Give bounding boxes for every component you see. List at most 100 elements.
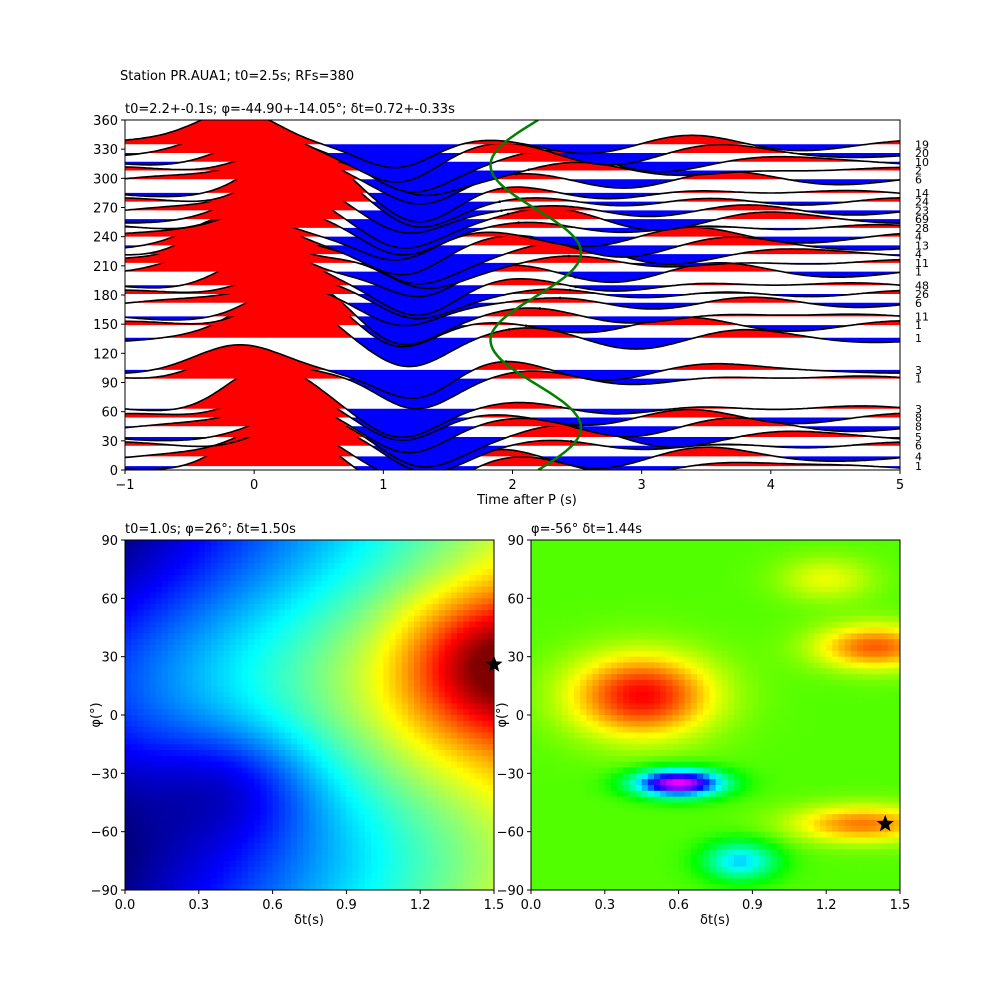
heatmap-y-tick-label: −30 <box>497 767 524 782</box>
rf-trace-marker <box>506 212 510 216</box>
bin-count-label: 4 <box>915 248 922 261</box>
rf-y-tick-label: 0 <box>110 464 118 479</box>
rf-trace-marker <box>538 307 542 310</box>
heatmap-x-tick-label: 1.2 <box>410 898 431 913</box>
rf-trace-marker <box>568 288 572 292</box>
rf-trace-positive-fill <box>125 217 900 237</box>
heatmap-right-image <box>531 540 900 890</box>
rf-trace-negative-fill <box>125 236 900 261</box>
bin-count-label: 6 <box>915 440 922 453</box>
rf-panel-title: t0=2.2+-0.1s; φ=-44.90+-14.05°; δt=0.72+… <box>125 102 455 117</box>
heatmap-left-image <box>125 540 494 890</box>
bin-count-label: 19 <box>915 138 929 151</box>
heatmap-right-title: φ=-56° δt=1.44s <box>531 522 642 537</box>
rf-trace-positive-fill <box>125 354 900 379</box>
heatmap-x-tick-label: 0.3 <box>594 898 615 913</box>
rf-trace-marker <box>569 440 573 443</box>
rf-trace-marker <box>565 150 569 154</box>
heatmap-left-y-label: φ(°) <box>89 702 104 727</box>
bin-count-label: 6 <box>915 173 922 186</box>
heatmap-x-tick-label: 0.0 <box>521 898 542 913</box>
rf-trace-negative-fill <box>125 179 900 205</box>
rf-y-tick-label: 360 <box>93 114 118 129</box>
bin-count-label: 1 <box>915 332 922 345</box>
heatmap-y-tick-label: −30 <box>91 767 118 782</box>
rf-trace-positive-fill <box>125 273 900 295</box>
heatmap-y-tick-label: 90 <box>507 534 524 549</box>
bin-count-label: 11 <box>915 257 929 270</box>
heatmap-y-tick-label: 0 <box>110 709 118 724</box>
bin-count-label: 3 <box>915 403 922 416</box>
rf-trace-marker <box>530 236 533 240</box>
bin-count-label: 4 <box>915 231 922 244</box>
rf-trace-positive-fill <box>125 150 900 171</box>
heatmap-x-tick-label: 1.5 <box>890 898 911 913</box>
rf-x-tick-label: 2 <box>508 478 516 493</box>
bin-count-label: 24 <box>915 196 929 209</box>
heatmap-y-tick-label: 90 <box>101 534 118 549</box>
heatmap-y-tick-label: −60 <box>91 826 118 841</box>
bin-count-label: 1 <box>915 266 922 279</box>
rf-x-tick-label: 4 <box>767 478 775 493</box>
rf-trace-marker <box>558 296 562 300</box>
rf-trace-positive-fill <box>125 386 900 418</box>
rf-y-tick-label: 150 <box>93 318 118 333</box>
heatmap-right: φ=-56° δt=1.44s 0.0 0.3 0.6 0.9 1.2 1.5 −90 −60… <box>495 522 910 928</box>
heatmap-x-tick-label: 0.6 <box>668 898 689 913</box>
rf-trace-positive-fill <box>125 344 900 370</box>
rf-trace-positive-fill <box>125 187 900 220</box>
rf-trace-marker <box>524 324 528 328</box>
heatmap-x-tick-label: 1.2 <box>816 898 837 913</box>
rf-trace-positive-fill <box>125 293 900 338</box>
rf-trace-marker <box>554 152 558 156</box>
bin-count-label: 8 <box>915 420 922 433</box>
rf-x-tick-label: 3 <box>638 478 646 493</box>
bin-count-label: 1 <box>915 319 922 332</box>
bin-count-label: 3 <box>915 364 922 377</box>
rf-x-tick-label: 1 <box>379 478 387 493</box>
rf-trace-positive-fill <box>125 151 900 180</box>
rf-trace-negative-fill <box>125 426 900 453</box>
rf-trace-marker <box>500 209 503 212</box>
bin-count-label: 11 <box>915 310 929 323</box>
bin-count-label: 28 <box>915 222 929 235</box>
heatmap-left-axes: 0.0 0.3 0.6 0.9 1.2 1.5 −90 −60 −30 0 30 60 90 <box>91 534 505 913</box>
rf-trace-positive-fill <box>125 421 900 457</box>
heatmap-right-axes: 0.0 0.3 0.6 0.9 1.2 1.5 −90 −60 −30 0 30 60 90 <box>497 534 911 913</box>
rf-trace-marker <box>573 275 577 279</box>
bin-count-labels: 1920102614242369284134111482661111313885… <box>915 138 929 473</box>
rf-trace-marker <box>498 200 501 204</box>
rf-trace-marker <box>567 254 571 258</box>
bin-count-label: 1 <box>915 460 922 473</box>
rf-y-tick-label: 60 <box>101 406 118 421</box>
bin-count-label: 8 <box>915 412 922 425</box>
rf-trace-marker <box>559 405 563 409</box>
heatmap-left: t0=1.0s; φ=26°; δt=1.50s 0.0 0.3 0.6 0.9 1.2… <box>89 522 504 928</box>
bin-count-label: 5 <box>915 431 922 444</box>
heatmap-x-tick-label: 0.3 <box>188 898 209 913</box>
rf-trace-marker <box>527 168 531 171</box>
bin-count-label: 26 <box>915 288 929 301</box>
rf-trace-negative-fill <box>125 417 900 441</box>
rf-trace-negative-fill <box>125 325 900 347</box>
rf-y-tick-label: 270 <box>93 202 118 217</box>
bin-count-label: 48 <box>915 279 929 292</box>
heatmap-y-tick-label: 30 <box>101 651 118 666</box>
bin-count-label: 14 <box>915 187 929 200</box>
heatmap-y-tick-label: −90 <box>91 884 118 899</box>
heatmap-left-x-label: δt(s) <box>294 913 324 928</box>
bin-count-label: 6 <box>915 297 922 310</box>
rf-trace-marker <box>574 426 578 429</box>
heatmap-y-tick-label: 30 <box>507 651 524 666</box>
rf-x-label: Time after P (s) <box>476 493 577 508</box>
bin-count-label: 13 <box>915 239 929 252</box>
rf-trace-positive-fill <box>125 137 900 162</box>
rf-x-tick-label: 0 <box>250 478 258 493</box>
rf-y-tick-label: 120 <box>93 347 118 362</box>
rf-trace-negative-fill <box>125 456 900 470</box>
heatmap-right-best-star <box>876 814 894 832</box>
rf-x-axis: −1 0 1 2 3 4 5 <box>115 470 904 493</box>
rf-trace-positive-fill <box>125 284 900 303</box>
bin-count-label: 20 <box>915 147 929 160</box>
